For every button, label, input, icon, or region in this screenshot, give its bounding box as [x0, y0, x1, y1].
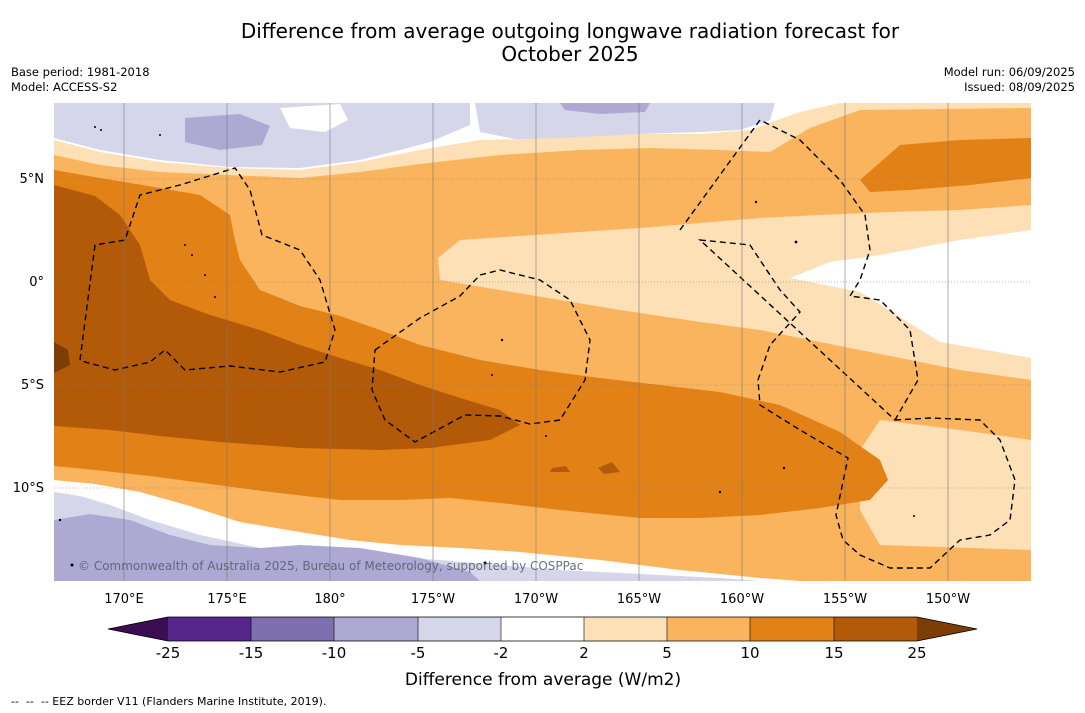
region-dark-orange-patch: [598, 462, 620, 474]
meta-right: Model run: 06/09/2025 Issued: 08/09/2025: [944, 65, 1075, 95]
region-orange-10-15-ne: [860, 138, 1031, 192]
region-purple-north: [185, 114, 270, 150]
region-over-25: [54, 342, 70, 373]
colorbar-over: [917, 617, 977, 641]
colorbar-bin: [667, 617, 750, 641]
eez-border-kiribati-gilbert: [79, 167, 336, 373]
model-run: Model run: 06/09/2025: [943, 65, 1075, 79]
lat-tick: 5°N: [20, 172, 45, 187]
colorbar-tick: 5: [662, 644, 672, 662]
colorbar-bin: [834, 617, 917, 641]
colorbar-under: [108, 617, 168, 641]
colorbar-bin: [584, 617, 667, 641]
lat-tick: 0°: [29, 275, 44, 290]
lon-tick: 180°: [314, 592, 345, 607]
colorbar-tick: 15: [824, 644, 843, 662]
colorbar-bin: [750, 617, 834, 641]
colorbar-tick: -10: [322, 644, 347, 662]
gridlines: [54, 103, 1031, 581]
region-purple-south: [54, 514, 480, 581]
copyright-notice: © Commonwealth of Australia 2025, Bureau…: [78, 559, 583, 573]
base-period: Base period: 1981-2018: [11, 65, 150, 79]
lon-tick: 170°E: [104, 592, 144, 607]
islands: [58, 126, 915, 567]
colorbar-bin: [251, 617, 334, 641]
map-panel: © Commonwealth of Australia 2025, Bureau…: [54, 103, 1031, 581]
issued-date: Issued: 08/09/2025: [964, 80, 1075, 94]
lon-tick: 160°W: [720, 592, 764, 607]
lon-tick: 175°W: [411, 592, 455, 607]
colorbar-tick: -15: [239, 644, 264, 662]
lat-axis: 5°N 0° 5°S 10°S: [13, 172, 44, 496]
region-light-purple-top: [475, 103, 775, 140]
lat-tick: 10°S: [13, 481, 44, 496]
lat-tick: 5°S: [21, 378, 44, 393]
lon-tick: 150°W: [926, 592, 970, 607]
region-purple-top: [560, 103, 650, 114]
lon-tick: 165°W: [617, 592, 661, 607]
colorbar-tick: 25: [907, 644, 926, 662]
meta-left: Base period: 1981-2018 Model: ACCESS-S2: [11, 65, 150, 95]
colorbar-bin: [334, 617, 418, 641]
colorbar-bin: [418, 617, 501, 641]
eez-border-kiribati-phoenix: [371, 269, 591, 443]
eez-borders: [79, 119, 1016, 569]
colorbar-tick: -5: [411, 644, 426, 662]
colorbar-tick: 10: [740, 644, 759, 662]
model-name: Model: ACCESS-S2: [11, 80, 118, 94]
colorbar-tick: -2: [494, 644, 509, 662]
lon-tick: 155°W: [823, 592, 867, 607]
colorbar-bin: [168, 617, 251, 641]
lon-tick: 170°W: [514, 592, 558, 607]
region-white-north: [280, 104, 348, 132]
lon-tick: 175°E: [207, 592, 247, 607]
colorbar-bin: [501, 617, 584, 641]
region-orange-15-25: [54, 185, 520, 450]
colorbar-tick: 2: [579, 644, 589, 662]
lon-axis: 170°E 175°E 180° 175°W 170°W 165°W 160°W…: [104, 592, 970, 607]
colorbar-outline: [107, 616, 978, 642]
colorbar-title: Difference from average (W/m2): [405, 670, 681, 690]
eez-border-kiribati-line: [679, 119, 1016, 569]
colorbar: -25 -15 -10 -5 -2 2 5 10 15 25 Differenc…: [107, 616, 978, 690]
region-dark-orange-patch-2: [550, 466, 570, 472]
eez-legend: -- -- -- EEZ border V11 (Flanders Marine…: [11, 695, 327, 708]
chart-title: Difference from average outgoing longwav…: [240, 19, 900, 66]
colorbar-tick: -25: [156, 644, 181, 662]
